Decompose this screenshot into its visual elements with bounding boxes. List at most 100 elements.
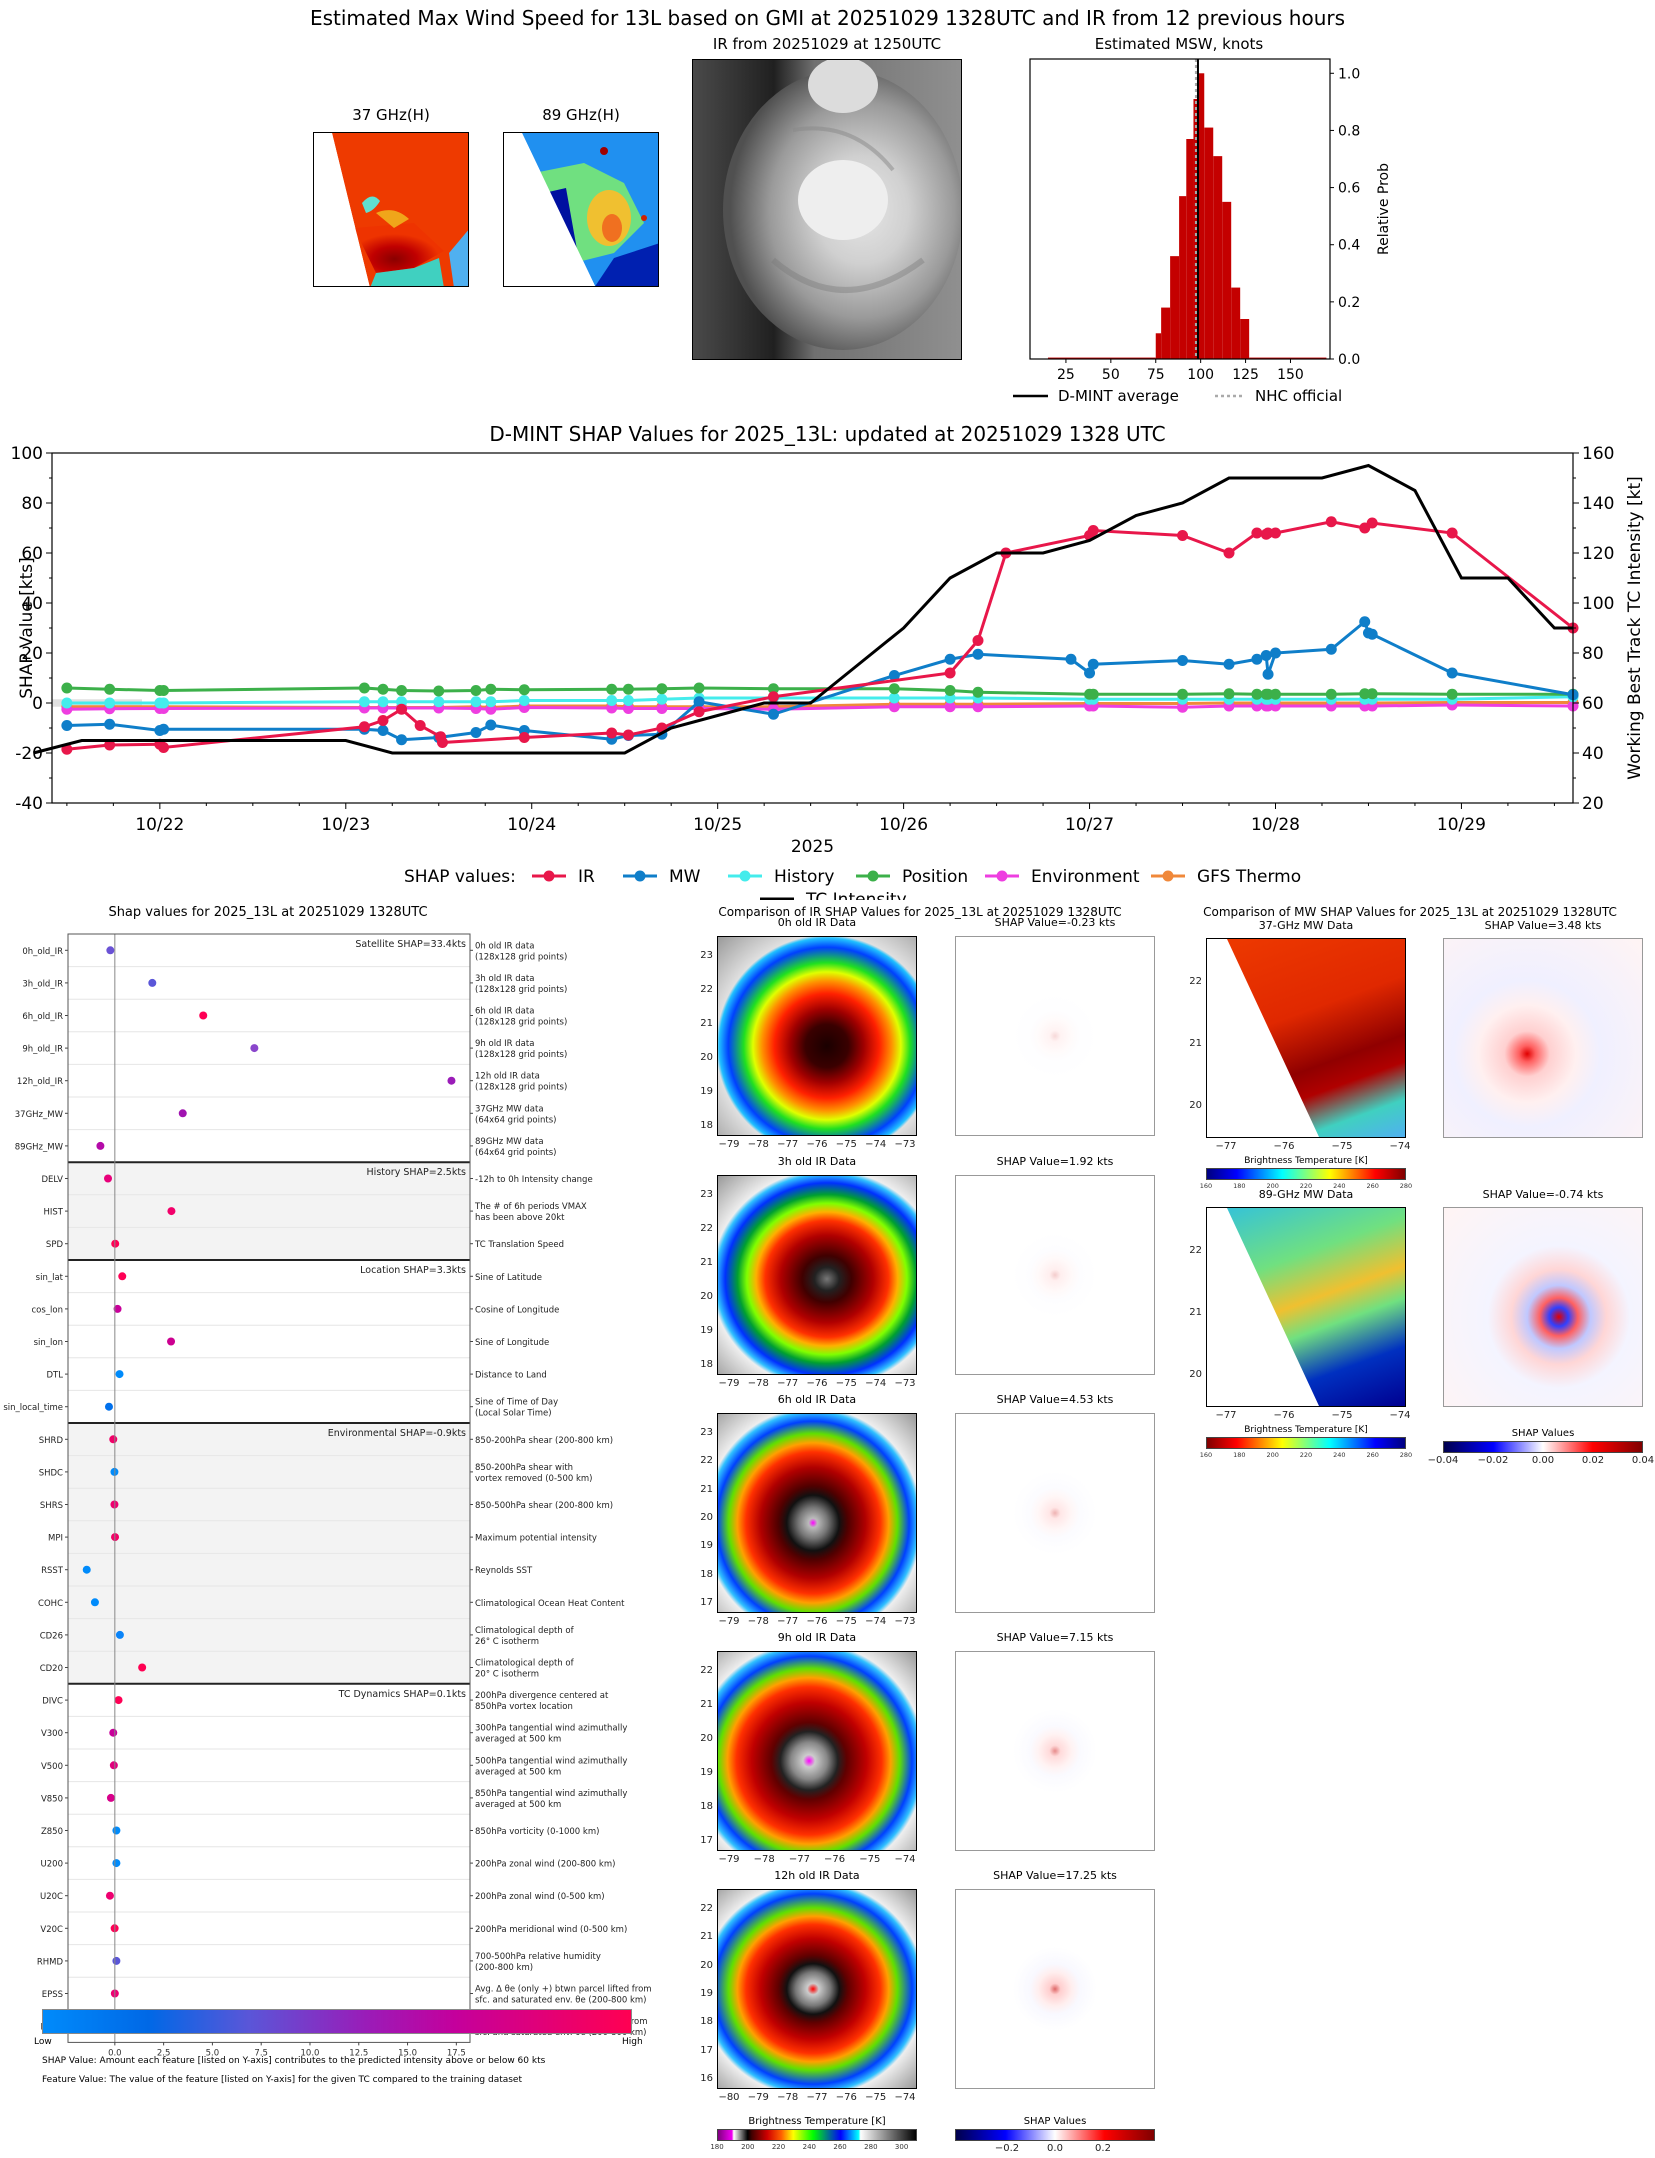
feature-shap-point <box>250 1044 259 1053</box>
series-point <box>656 703 668 714</box>
shap-timeseries-chart: -40 -20 0 20 40 60 80 100 20 40 60 80 100 120 140 160 10… <box>11 444 1645 900</box>
x-tick-label: 100 <box>1187 367 1214 383</box>
ir-shap-image <box>955 1651 1155 1851</box>
ir-x-tick-label: −75 <box>835 1139 857 1150</box>
mw-y-tick-label: 22 <box>1189 976 1202 987</box>
series-point <box>622 729 634 741</box>
feature-name: DTL <box>47 1371 64 1381</box>
ir-y-tick-label: 19 <box>700 1767 713 1778</box>
ir-shap-title: SHAP Value=1.92 kts <box>996 1155 1114 1168</box>
ir-data-image <box>717 1413 917 1613</box>
x-tick-label: 5.0 <box>206 2048 220 2058</box>
histogram-bar <box>1155 333 1162 359</box>
mw-colorbar-tick: 260 <box>1366 1451 1379 1459</box>
feature-description: (Local Solar Time) <box>475 1409 552 1419</box>
mw89-image <box>503 132 659 287</box>
x-tick-label: 2.5 <box>157 2048 171 2058</box>
y2-tick-label: 140 <box>1582 494 1614 514</box>
feature-description: 850hPa vortex location <box>475 1702 573 1712</box>
ir-y-tick-label: 21 <box>700 1483 713 1495</box>
ir-grayscale-image <box>692 59 962 360</box>
x-tick-label: 10/25 <box>693 815 742 835</box>
ir-comparison-title: Comparison of IR SHAP Values for 2025_13… <box>718 905 1122 919</box>
feature-description: 37GHz MW data <box>475 1104 544 1114</box>
mw-data-title: 89-GHz MW Data <box>1258 1188 1354 1201</box>
feature-name: 6h_old_IR <box>22 1012 63 1022</box>
feature-name: V300 <box>41 1729 63 1739</box>
series-point <box>433 685 445 697</box>
x-tick-label: 12.5 <box>349 2048 368 2058</box>
feature-description: The # of 6h periods VMAX <box>474 1202 587 1212</box>
series-line <box>66 619 1574 742</box>
feature-shap-point <box>109 1728 118 1737</box>
feature-description: 500hPa tangential wind azimuthally <box>475 1756 627 1766</box>
histogram-bar <box>1047 357 1156 359</box>
histogram-bar <box>1161 307 1171 359</box>
series-point <box>1325 688 1337 700</box>
ir-y-tick-label: 20 <box>700 1052 713 1063</box>
series-point <box>1223 658 1235 670</box>
ir-y-tick-label: 18 <box>700 2016 713 2028</box>
ir-shap-title: SHAP Value=7.15 kts <box>996 1631 1114 1644</box>
series-point <box>158 697 170 709</box>
series-point <box>396 734 408 746</box>
feature-description: Sine of Longitude <box>475 1338 549 1348</box>
feature-row: U20C 200hPa zonal wind (0-500 km) <box>40 1878 605 1902</box>
mw89-title: 89 GHz(H) <box>542 106 620 124</box>
series-point <box>470 696 482 708</box>
x-tick-label: 10/23 <box>321 815 370 835</box>
feature-shap-point <box>167 1207 176 1216</box>
ir-y-tick-label: 18 <box>700 1801 713 1812</box>
mw-shap-title: SHAP Value=-0.74 kts <box>1482 1188 1604 1201</box>
feature-shap-point <box>167 1337 176 1346</box>
ir-x-tick-label: −79 <box>718 1139 740 1150</box>
ir-x-tick-label: −73 <box>894 1616 916 1627</box>
ir-y-tick-label: 18 <box>700 1568 713 1580</box>
ir-shap-image <box>955 936 1155 1136</box>
bt-colorbar-tick: 280 <box>864 2143 878 2151</box>
bt-colorbar-label: Brightness Temperature [K] <box>748 2116 886 2127</box>
feature-row: V300 300hPa tangential wind azimuthallyav… <box>41 1715 627 1745</box>
histogram-bar <box>1249 357 1327 359</box>
feature-name: 9h_old_IR <box>22 1045 63 1055</box>
y2-tick-label: 60 <box>1582 694 1604 714</box>
ir-x-tick-label: −77 <box>777 1616 799 1627</box>
mw-x-tick-label: −74 <box>1389 1141 1411 1152</box>
y-tick-label: 80 <box>21 494 43 514</box>
mw-shap-colorbar-tick: 0.00 <box>1531 1455 1555 1466</box>
x-tick-label: 10/22 <box>135 815 184 835</box>
ir-shap-colorbar-tick: 0.0 <box>1047 2143 1063 2154</box>
ir-x-tick-label: −75 <box>835 1616 857 1627</box>
feature-description: 0h old IR data <box>475 941 534 951</box>
ir-y-tick-label: 22 <box>700 1455 713 1467</box>
mw-shap-colorbar-tick: −0.04 <box>1427 1455 1459 1466</box>
feature-row: sin_local_time Sine of Time of Day(Local … <box>3 1389 558 1419</box>
bt-colorbar-ticks: 180 200 220 240 260 280 300 <box>710 2143 917 2155</box>
feature-shap-point <box>105 1891 114 1900</box>
histogram-bar <box>1186 139 1194 359</box>
ir-shap-image <box>955 1175 1155 1375</box>
series-point <box>1177 655 1189 666</box>
ir-data-image <box>717 1651 917 1851</box>
mw-colorbar-tick: 220 <box>1299 1182 1313 1190</box>
series-point <box>396 685 408 696</box>
feature-description: (64x64 grid points) <box>475 1148 556 1158</box>
ir-data-title: 3h old IR Data <box>777 1155 857 1168</box>
y-axis-label: SHAP Value [kts] <box>17 557 37 699</box>
series-point <box>888 683 900 695</box>
feature-shap-point <box>118 1272 127 1281</box>
feature-description: averaged at 500 km <box>475 1800 561 1810</box>
series-point <box>693 706 705 718</box>
feature-shap-point <box>112 1826 121 1835</box>
legend-label: IR <box>578 867 595 887</box>
ir-data-image <box>717 1175 917 1375</box>
y-tick-label: -40 <box>15 794 43 814</box>
y-tick-label: 0 <box>32 694 43 714</box>
feature-description: -12h to 0h Intensity change <box>475 1175 593 1185</box>
series-point <box>61 682 73 694</box>
feature-row: sin_lon Sine of Longitude <box>34 1324 549 1348</box>
feature-row: 3h_old_IR 3h old IR data(128x128 grid poi… <box>22 966 567 995</box>
ir-y-tick-label: 18 <box>700 1359 713 1370</box>
feature-row: DTL Distance to Land <box>47 1357 547 1381</box>
